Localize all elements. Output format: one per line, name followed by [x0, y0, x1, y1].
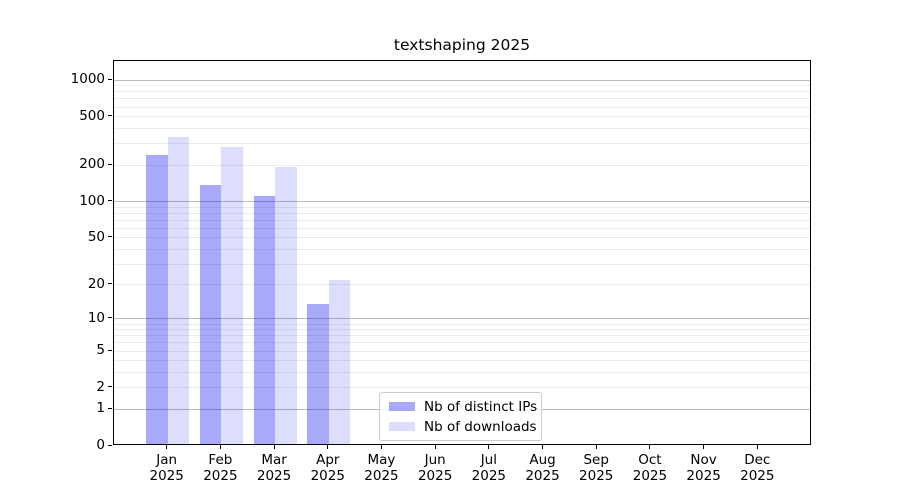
- x-tick-mark-oct: [649, 445, 651, 449]
- x-tick-label-apr: Apr 2025: [310, 452, 345, 484]
- x-tick-mark-jul: [488, 445, 490, 449]
- legend-item-downloads: Nb of downloads: [389, 419, 537, 435]
- bar-nb-of-distinct-ips-mar: [253, 195, 276, 444]
- gridline-minor-6: [114, 342, 810, 344]
- gridline-minor-20: [114, 284, 810, 286]
- gridline-minor-3: [114, 372, 810, 374]
- x-tick-mark-jan: [166, 445, 168, 449]
- legend-swatch-distinct-ips: [389, 402, 415, 411]
- y-tick-label-10: 10: [87, 309, 105, 326]
- x-tick-mark-feb: [219, 445, 221, 449]
- gridline-minor-600: [114, 106, 810, 108]
- y-tick-label-0: 0: [96, 437, 105, 453]
- y-tick-mark-5: [108, 349, 112, 351]
- x-tick-label-jul: Jul 2025: [471, 452, 507, 484]
- gridline-minor-700: [114, 98, 810, 100]
- x-tick-label-jan: Jan 2025: [149, 452, 184, 484]
- legend-label-distinct-ips: Nb of distinct IPs: [424, 398, 538, 415]
- gridline-minor-70: [114, 219, 810, 221]
- y-tick-mark-50: [108, 236, 112, 238]
- y-tick-mark-0: [108, 444, 112, 446]
- gridline-major-1000: [114, 79, 810, 81]
- gridline-minor-800: [114, 91, 810, 93]
- gridline-minor-200: [114, 164, 810, 166]
- y-tick-label-1000: 1000: [70, 71, 105, 87]
- x-tick-label-feb: Feb 2025: [203, 452, 238, 484]
- x-tick-mark-mar: [273, 445, 275, 449]
- legend-item-distinct-ips: Nb of distinct IPs: [389, 399, 537, 415]
- gridline-minor-500: [114, 116, 810, 118]
- legend: Nb of distinct IPs Nb of downloads: [379, 392, 542, 441]
- x-tick-label-sep: Sep 2025: [579, 452, 614, 484]
- y-tick-label-2: 2: [96, 378, 105, 395]
- y-tick-mark-2: [108, 386, 112, 388]
- x-tick-mark-sep: [595, 445, 597, 449]
- y-tick-label-50: 50: [87, 228, 105, 245]
- x-tick-mark-jun: [434, 445, 436, 449]
- y-tick-mark-10: [108, 317, 112, 319]
- x-tick-label-dec: Dec 2025: [740, 452, 775, 484]
- legend-swatch-downloads: [389, 422, 415, 431]
- x-tick-label-may: May 2025: [364, 452, 399, 484]
- gridline-minor-900: [114, 85, 810, 87]
- gridline-minor-60: [114, 227, 810, 229]
- y-tick-mark-100: [108, 200, 112, 201]
- gridline-minor-9: [114, 323, 810, 325]
- gridline-minor-30: [114, 263, 810, 265]
- y-tick-mark-1: [108, 407, 112, 409]
- x-tick-mark-apr: [327, 445, 329, 449]
- bar-nb-of-downloads-apr: [328, 280, 351, 444]
- gridline-minor-90: [114, 206, 810, 208]
- gridline-major-100: [114, 201, 810, 202]
- bar-nb-of-downloads-mar: [275, 166, 297, 444]
- x-tick-label-aug: Aug 2025: [525, 452, 560, 484]
- y-tick-mark-20: [108, 283, 112, 285]
- y-tick-mark-200: [108, 163, 112, 165]
- gridline-minor-2: [114, 387, 810, 389]
- x-tick-label-nov: Nov 2025: [686, 452, 721, 484]
- gridline-minor-4: [114, 360, 810, 362]
- y-tick-label-200: 200: [79, 156, 105, 173]
- bar-nb-of-distinct-ips-jan: [146, 154, 168, 444]
- gridline-minor-80: [114, 212, 810, 214]
- y-tick-label-100: 100: [79, 192, 105, 209]
- plot-area: [113, 60, 811, 445]
- y-tick-label-5: 5: [96, 342, 105, 359]
- bar-nb-of-distinct-ips-feb: [199, 184, 222, 444]
- y-tick-label-20: 20: [87, 275, 105, 292]
- y-tick-mark-500: [108, 115, 112, 117]
- chart-title: textshaping 2025: [393, 36, 531, 54]
- bar-nb-of-distinct-ips-apr: [307, 304, 329, 444]
- x-tick-mark-nov: [703, 445, 705, 449]
- x-tick-label-oct: Oct 2025: [632, 452, 668, 484]
- gridline-minor-7: [114, 335, 810, 337]
- bar-nb-of-downloads-jan: [167, 137, 190, 444]
- gridline-minor-40: [114, 248, 810, 250]
- bar-nb-of-downloads-feb: [221, 147, 243, 444]
- gridline-minor-8: [114, 329, 810, 331]
- gridline-minor-5: [114, 350, 810, 352]
- x-tick-label-mar: Mar 2025: [256, 452, 292, 484]
- gridline-minor-50: [114, 237, 810, 239]
- y-tick-mark-1000: [108, 78, 112, 80]
- x-tick-label-jun: Jun 2025: [417, 452, 453, 484]
- gridline-major-10: [114, 318, 810, 320]
- legend-label-downloads: Nb of downloads: [424, 418, 537, 435]
- y-tick-label-1: 1: [96, 400, 105, 417]
- gridline-minor-300: [114, 143, 810, 145]
- x-tick-mark-may: [380, 445, 382, 449]
- y-tick-label-500: 500: [79, 107, 105, 124]
- x-tick-mark-aug: [542, 445, 544, 449]
- x-tick-mark-dec: [756, 445, 758, 449]
- gridline-minor-400: [114, 127, 810, 129]
